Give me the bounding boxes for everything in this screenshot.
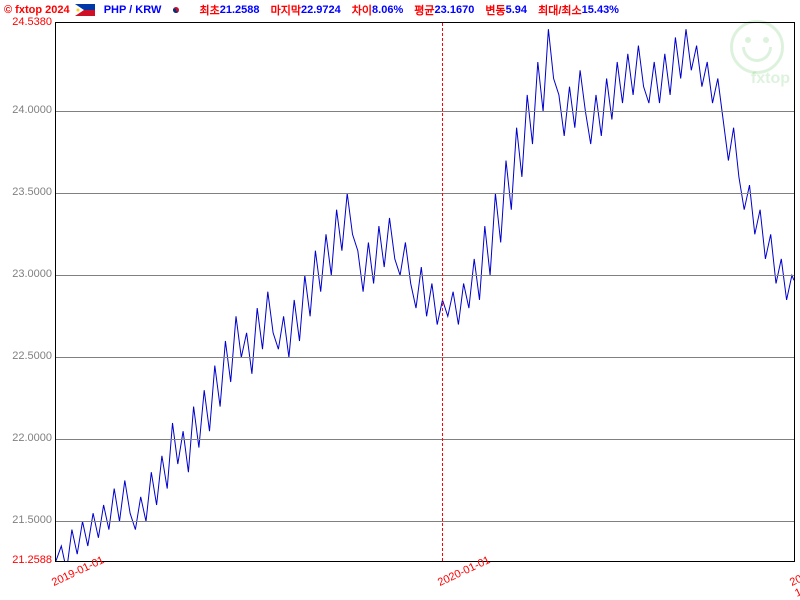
y-tick-label: 21.5000 — [2, 514, 52, 526]
gridline — [56, 521, 794, 522]
flag-php — [75, 4, 95, 16]
stat-3: 평균23.1670 — [406, 4, 474, 16]
chart-header: © fxtop 2024 PHP / KRW 최초21.2588 마지막22.9… — [0, 2, 800, 22]
y-tick-label: 23.5000 — [2, 186, 52, 198]
stat-0: 최초21.2588 — [192, 4, 260, 16]
gridline — [56, 193, 794, 194]
y-min-label: 21.2588 — [2, 554, 52, 566]
currency-pair: PHP / KRW — [104, 4, 162, 16]
y-tick-label: 24.0000 — [2, 104, 52, 116]
line-chart-svg — [56, 23, 794, 561]
flag-krw — [166, 4, 186, 16]
stat-2: 차이8.06% — [344, 4, 403, 16]
gridline — [56, 357, 794, 358]
gridline — [56, 439, 794, 440]
y-max-label: 24.5380 — [2, 16, 52, 28]
y-tick-label: 23.0000 — [2, 268, 52, 280]
stat-5: 최대/최소15.43% — [530, 4, 619, 16]
chart-container: © fxtop 2024 PHP / KRW 최초21.2588 마지막22.9… — [0, 0, 800, 600]
stat-4: 변동5.94 — [477, 4, 527, 16]
stat-1: 마지막22.9724 — [263, 4, 341, 16]
x-tick-label: 2020-11-28 — [788, 566, 800, 600]
gridline — [56, 275, 794, 276]
y-tick-label: 22.5000 — [2, 350, 52, 362]
plot-area — [55, 22, 795, 562]
gridline — [56, 111, 794, 112]
copyright-text: © fxtop 2024 — [4, 4, 70, 16]
y-tick-label: 22.0000 — [2, 432, 52, 444]
vertical-marker — [442, 23, 443, 561]
